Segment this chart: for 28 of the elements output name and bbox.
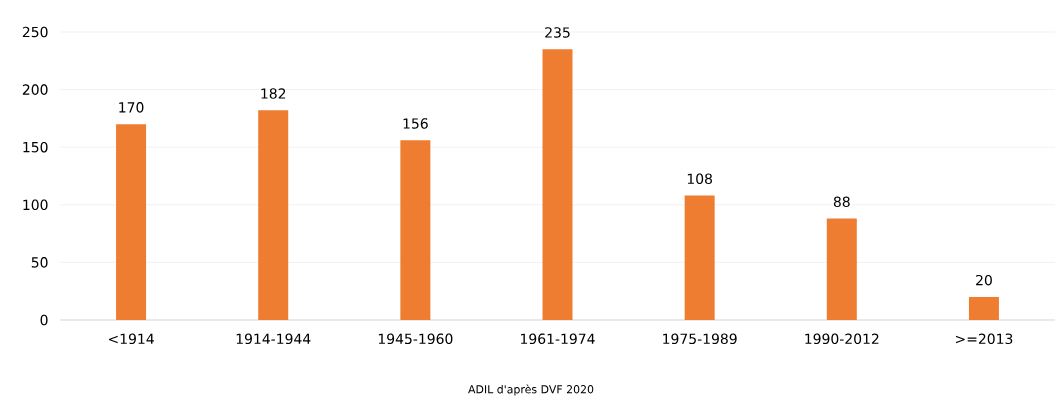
bar xyxy=(400,140,431,320)
x-tick-label: 1975-1989 xyxy=(663,333,737,345)
x-tick-label: 1961-1974 xyxy=(521,333,595,345)
x-tick-label: <1914 xyxy=(108,333,154,345)
y-tick-label: 50 xyxy=(31,257,48,268)
y-tick-label: 0 xyxy=(40,314,48,326)
bar xyxy=(542,49,573,320)
y-tick-label: 200 xyxy=(22,84,48,95)
data-label: 235 xyxy=(545,27,570,38)
data-label: 182 xyxy=(261,88,286,99)
x-tick-label: 1914-1944 xyxy=(236,333,311,345)
y-tick-label: 100 xyxy=(23,199,48,211)
bar xyxy=(684,195,715,320)
x-tick-label: 1990-2012 xyxy=(805,333,879,345)
data-label: 170 xyxy=(119,102,144,113)
y-tick-label: 150 xyxy=(23,141,48,153)
bar xyxy=(258,110,289,320)
text: ADIL d'après DVF 2020 xyxy=(468,384,594,396)
bar xyxy=(826,218,857,320)
data-label: 108 xyxy=(687,173,712,185)
data-label: 156 xyxy=(403,118,428,129)
bar xyxy=(968,296,999,320)
x-tick-label: >=2013 xyxy=(955,333,1013,345)
data-label: 88 xyxy=(833,196,850,208)
bar xyxy=(116,124,147,320)
data-label: 20 xyxy=(976,274,992,286)
x-tick-label: 1945-1960 xyxy=(378,333,453,345)
y-tick-label: 250 xyxy=(22,26,48,38)
